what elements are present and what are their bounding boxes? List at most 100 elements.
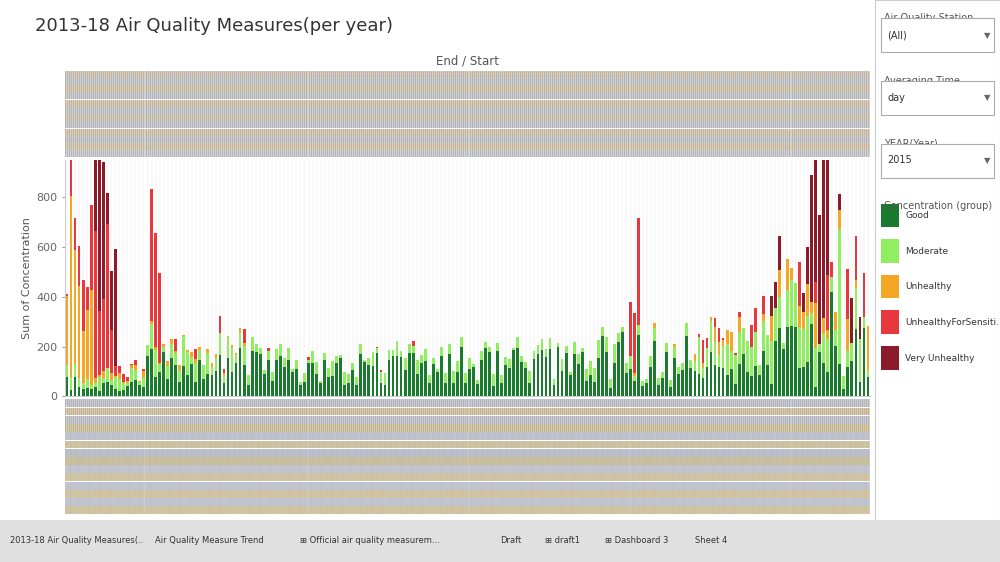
Bar bbox=[565, 353, 568, 396]
Bar bbox=[436, 369, 439, 372]
Bar bbox=[219, 334, 221, 355]
Bar bbox=[754, 366, 757, 396]
Bar bbox=[94, 232, 97, 378]
Bar bbox=[565, 346, 568, 353]
Bar bbox=[718, 328, 720, 342]
Bar bbox=[561, 371, 563, 396]
Bar bbox=[802, 329, 805, 367]
Bar bbox=[154, 377, 157, 396]
Bar bbox=[74, 217, 76, 250]
Bar bbox=[215, 357, 217, 371]
Bar bbox=[698, 337, 700, 374]
Bar bbox=[524, 362, 527, 368]
Bar bbox=[400, 357, 402, 396]
Bar bbox=[440, 347, 443, 356]
Bar bbox=[206, 374, 209, 396]
Bar bbox=[118, 373, 121, 379]
Bar bbox=[830, 277, 833, 292]
Bar bbox=[774, 282, 777, 307]
Bar bbox=[512, 351, 515, 396]
Bar bbox=[158, 364, 161, 372]
Bar bbox=[826, 373, 829, 396]
Bar bbox=[263, 374, 266, 396]
Bar bbox=[311, 351, 314, 362]
Bar bbox=[846, 269, 849, 319]
Bar bbox=[94, 117, 97, 232]
Bar bbox=[178, 370, 181, 382]
Bar bbox=[484, 348, 487, 396]
Bar bbox=[134, 365, 137, 370]
Bar bbox=[589, 361, 592, 375]
Bar bbox=[742, 328, 745, 355]
Bar bbox=[778, 328, 781, 396]
Bar bbox=[633, 312, 636, 373]
Bar bbox=[420, 355, 423, 362]
Bar bbox=[190, 364, 193, 396]
Bar bbox=[794, 283, 797, 327]
Bar bbox=[110, 373, 113, 379]
Bar bbox=[762, 320, 765, 351]
Bar bbox=[86, 388, 89, 396]
Bar bbox=[162, 352, 165, 396]
Bar bbox=[66, 294, 68, 296]
Bar bbox=[855, 329, 857, 396]
Bar bbox=[609, 379, 612, 388]
Bar bbox=[420, 362, 423, 396]
Bar bbox=[730, 369, 733, 396]
Bar bbox=[726, 330, 729, 344]
Bar bbox=[577, 364, 580, 396]
Bar bbox=[211, 363, 213, 368]
Bar bbox=[798, 306, 801, 327]
Bar bbox=[617, 342, 620, 396]
Text: ▼: ▼ bbox=[984, 30, 991, 39]
Bar bbox=[279, 356, 282, 396]
Bar bbox=[150, 321, 153, 324]
Bar bbox=[605, 337, 608, 352]
Bar bbox=[859, 382, 861, 396]
Bar bbox=[750, 376, 753, 396]
Bar bbox=[66, 365, 68, 377]
Bar bbox=[211, 368, 213, 375]
Text: Very Unhealthy: Very Unhealthy bbox=[905, 353, 974, 362]
Bar bbox=[444, 383, 447, 396]
Bar bbox=[335, 356, 338, 364]
Bar bbox=[444, 374, 447, 383]
Bar bbox=[174, 339, 177, 351]
Bar bbox=[541, 339, 543, 350]
Bar bbox=[468, 369, 471, 396]
Bar bbox=[867, 377, 869, 396]
Bar bbox=[698, 334, 700, 337]
Text: Good: Good bbox=[905, 211, 929, 220]
Bar bbox=[830, 292, 833, 396]
Bar bbox=[826, 275, 829, 330]
Bar bbox=[738, 365, 741, 396]
Bar bbox=[500, 383, 503, 396]
Bar bbox=[198, 351, 201, 360]
Bar bbox=[98, 391, 101, 396]
Bar bbox=[814, 103, 817, 283]
Bar bbox=[460, 337, 463, 347]
Bar bbox=[343, 385, 346, 396]
Bar bbox=[569, 375, 572, 396]
Bar bbox=[243, 329, 246, 343]
FancyBboxPatch shape bbox=[881, 310, 899, 334]
Bar bbox=[319, 380, 322, 383]
Bar bbox=[243, 346, 246, 365]
Bar bbox=[98, 311, 101, 375]
Bar bbox=[782, 348, 785, 396]
Bar bbox=[106, 382, 109, 396]
Bar bbox=[174, 353, 177, 365]
Bar bbox=[593, 382, 596, 396]
Bar bbox=[573, 342, 576, 354]
Bar bbox=[794, 327, 797, 396]
Bar bbox=[86, 310, 89, 379]
Bar bbox=[138, 385, 141, 396]
FancyBboxPatch shape bbox=[881, 81, 994, 115]
Bar bbox=[855, 280, 857, 288]
Bar bbox=[130, 364, 133, 365]
Bar bbox=[484, 342, 487, 348]
Bar bbox=[778, 297, 781, 328]
Bar bbox=[359, 344, 362, 355]
Bar bbox=[98, 94, 101, 311]
Bar bbox=[476, 380, 479, 384]
